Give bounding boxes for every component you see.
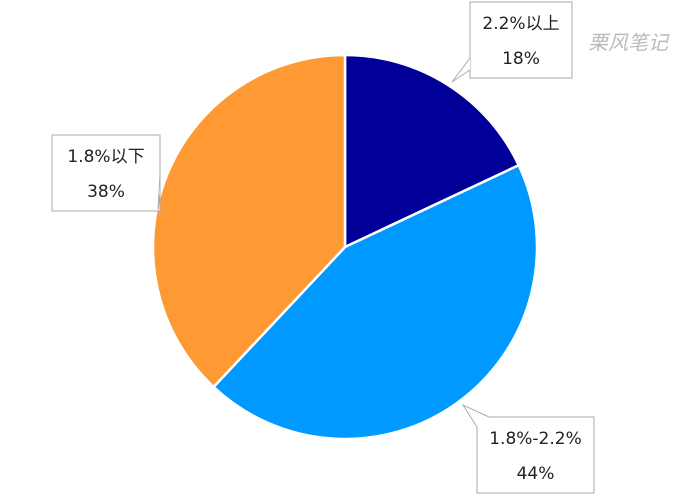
callout-tail — [157, 174, 161, 211]
data-label-name: 1.8%以下 — [67, 147, 144, 167]
watermark: 栗风笔记 — [588, 31, 670, 55]
data-label-name: 1.8%-2.2% — [489, 429, 582, 449]
pie-slice — [151, 53, 347, 389]
callout-box — [469, 1, 573, 79]
data-label-name: 2.2%以上 — [482, 14, 559, 34]
data-label-value: 38% — [87, 182, 125, 202]
callout-box — [476, 416, 595, 494]
callout-box — [51, 134, 161, 212]
pie-slice — [343, 53, 521, 249]
callout-tail — [451, 57, 471, 83]
pie-slice — [211, 163, 539, 441]
data-label-value: 18% — [502, 49, 540, 69]
data-label-value: 44% — [517, 464, 555, 484]
callout-tail — [461, 403, 490, 428]
